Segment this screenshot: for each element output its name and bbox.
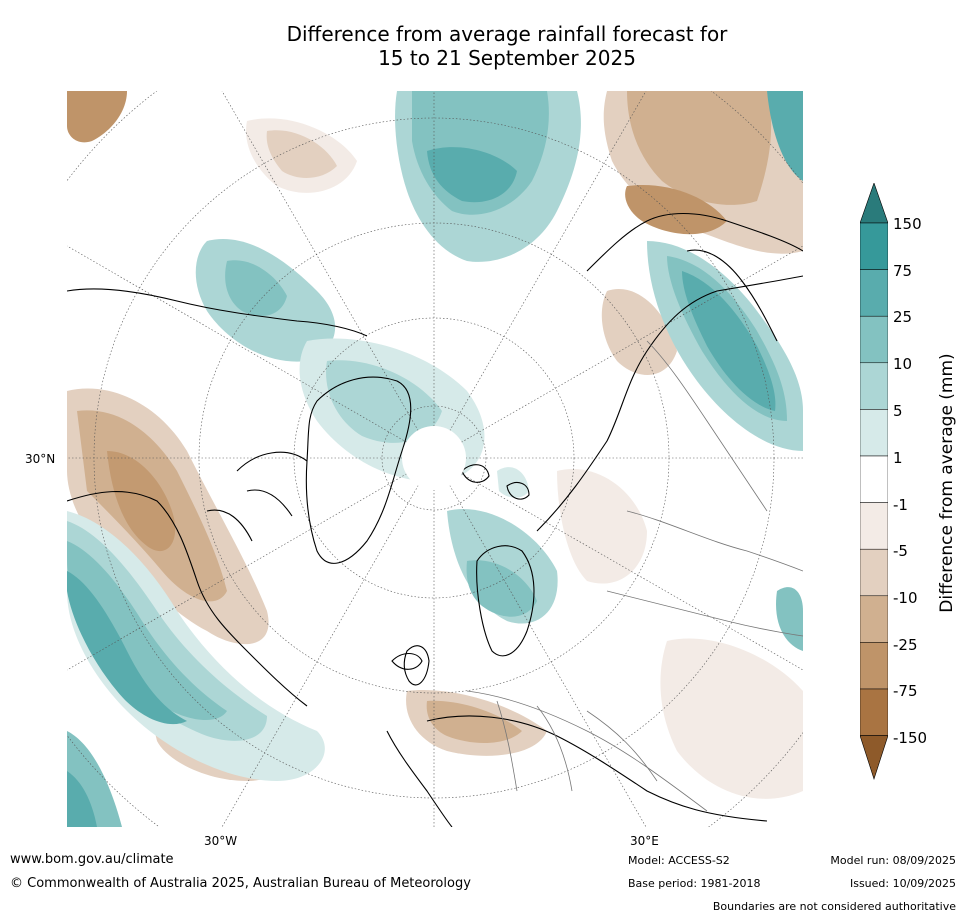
colorbar-tick: 25 <box>893 308 913 326</box>
model-name: Model: ACCESS-S2 <box>628 854 730 867</box>
colorbar-band-minus1-minus5 <box>860 502 888 550</box>
wet-anomaly-areas <box>67 91 803 827</box>
issued-date: Issued: 10/09/2025 <box>849 877 956 890</box>
colorbar-band-minus10-minus25 <box>860 595 888 643</box>
model-run-date: Model run: 08/09/2025 <box>830 854 956 867</box>
map-title-line2: 15 to 21 September 2025 <box>378 46 636 70</box>
graticule <box>67 91 803 827</box>
map-title: Difference from average rainfall forecas… <box>0 22 965 70</box>
colorbar-band-minus75-minus150 <box>860 688 888 736</box>
colorbar-band-5-10 <box>860 362 888 410</box>
colorbar-tick: -25 <box>893 636 918 654</box>
colorbar-tick: -1 <box>893 496 908 514</box>
colorbar-band-minus5-minus10 <box>860 548 888 597</box>
colorbar-tick: -150 <box>893 729 928 747</box>
colorbar-tick: 1 <box>893 449 903 467</box>
colorbar-tick: 5 <box>893 402 903 420</box>
rainfall-anomaly-map <box>67 91 803 827</box>
colorbar <box>860 183 888 780</box>
website-link[interactable]: www.bom.gov.au/climate <box>10 852 174 867</box>
colorbar-tick: 10 <box>893 355 913 373</box>
colorbar-band-10-25 <box>860 315 888 364</box>
copyright-notice: © Commonwealth of Australia 2025, Austra… <box>10 876 471 891</box>
longitude-label-30e: 30°E <box>630 834 659 848</box>
colorbar-tick: 150 <box>893 215 922 233</box>
coastlines <box>67 212 803 827</box>
colorbar-band-1-5 <box>860 409 888 457</box>
colorbar-band-75-150 <box>860 222 888 270</box>
colorbar-extend-min <box>860 735 888 780</box>
colorbar-band-neutral <box>860 455 888 503</box>
colorbar-tick: 75 <box>893 262 913 280</box>
colorbar-band-minus25-minus75 <box>860 642 888 690</box>
colorbar-tick: -5 <box>893 542 908 560</box>
colorbar-tick: -75 <box>893 682 918 700</box>
longitude-label-30w: 30°W <box>204 834 238 848</box>
base-period: Base period: 1981-2018 <box>628 877 761 890</box>
map-title-line1: Difference from average rainfall forecas… <box>286 22 728 46</box>
map-canvas <box>67 91 803 827</box>
colorbar-extend-max <box>860 183 888 224</box>
country-boundaries <box>466 340 803 812</box>
colorbar-band-25-75 <box>860 269 888 317</box>
colorbar-title: Difference from average (mm) <box>937 353 957 613</box>
boundaries-disclaimer: Boundaries are not considered authoritat… <box>712 900 956 913</box>
colorbar-tick: -10 <box>893 589 918 607</box>
latitude-label-30n: 30°N <box>25 452 56 466</box>
pole-cap <box>402 426 466 490</box>
